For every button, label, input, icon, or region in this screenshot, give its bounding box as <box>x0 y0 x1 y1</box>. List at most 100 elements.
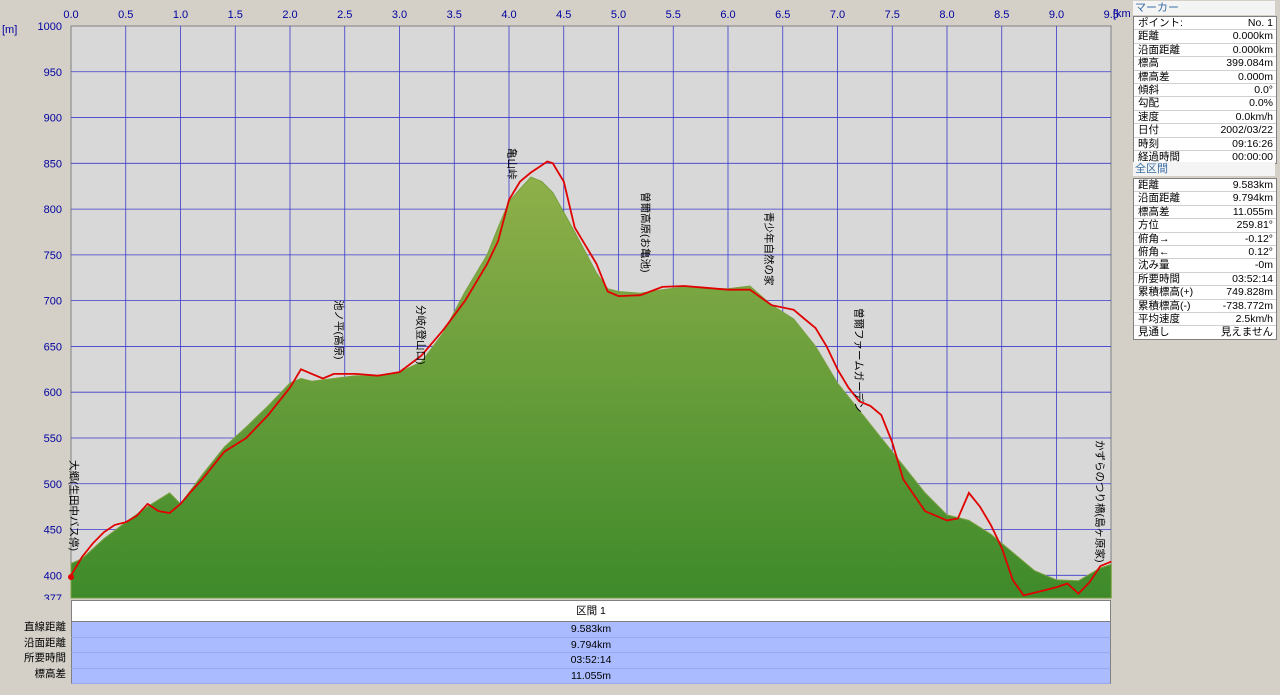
landmark-label: 分岐(登山口) <box>414 305 427 365</box>
total-label: 俯角← <box>1138 245 1170 258</box>
y-tick-label: 550 <box>44 433 62 445</box>
y-tick-label: 400 <box>44 570 62 582</box>
total-label: 累積標高(-) <box>1138 299 1191 312</box>
total-label: 沿面距離 <box>1138 192 1180 205</box>
x-tick-label: 5.0 <box>611 9 626 21</box>
total-value: 9.583km <box>1232 179 1273 191</box>
y-tick-label: 600 <box>44 387 62 399</box>
marker-row: 標高 399.084m <box>1134 57 1276 71</box>
y-tick-label: 950 <box>44 67 62 79</box>
total-row: 見通し 見えません <box>1134 326 1276 338</box>
total-value: 2.5km/h <box>1235 312 1273 325</box>
x-tick-label: 3.5 <box>447 9 462 21</box>
y-tick-label: 650 <box>44 341 62 353</box>
current-marker[interactable] <box>68 574 74 580</box>
total-value: -0m <box>1254 259 1273 272</box>
marker-row: 時刻 09:16:26 <box>1134 138 1276 151</box>
landmark-label: 曽爾高原(お亀池) <box>639 192 652 273</box>
marker-row: 勾配 0.0% <box>1134 97 1276 111</box>
section-table-labels: 直線距離 沿面距離 所要時間 標高差 <box>0 620 66 682</box>
marker-label: 標高差 <box>1138 70 1170 83</box>
marker-value: 399.084m <box>1226 57 1273 70</box>
marker-label: 距離 <box>1138 30 1159 43</box>
marker-value: 0.0km/h <box>1235 110 1273 123</box>
marker-row: 距離 0.000km <box>1134 30 1276 44</box>
landmark-label: 亀山峠 <box>505 148 518 180</box>
total-label: 沈み量 <box>1138 259 1170 272</box>
section-table-value: 11.055m <box>71 668 1111 684</box>
marker-panel-title: マーカー <box>1133 1 1275 15</box>
x-tick-label: 8.5 <box>994 9 1009 21</box>
total-value: 259.81° <box>1236 219 1273 232</box>
total-row: 俯角→ -0.12° <box>1134 233 1276 246</box>
x-tick-label: 4.5 <box>556 9 571 21</box>
y-tick-label: 450 <box>44 525 62 537</box>
y-tick-label: 1000 <box>38 21 62 33</box>
total-value: 9.794km <box>1232 192 1273 205</box>
marker-row: ポイント: No. 1 <box>1134 17 1276 31</box>
marker-label: 傾斜 <box>1138 83 1159 96</box>
marker-value: 0.000m <box>1237 70 1273 83</box>
marker-label: 速度 <box>1138 110 1159 123</box>
section-table-value: 9.583km <box>71 622 1111 638</box>
marker-value: 0.0% <box>1249 97 1273 110</box>
y-axis-ticks: 1000 950 900 850 800 750 700 650 600 550 500 450 400… <box>38 21 62 600</box>
landmark-label: 曽爾ファームガーデン <box>852 308 865 413</box>
landmark-label: 青少年自然の家 <box>763 212 776 286</box>
total-value: 見えません <box>1220 326 1273 339</box>
x-tick-label: 1.0 <box>173 9 188 21</box>
total-row: 累積標高(-) -738.772m <box>1134 300 1276 313</box>
total-row: 標高差 11.055m <box>1134 205 1276 220</box>
total-value: 749.828m <box>1226 286 1273 299</box>
total-value: 03:52:14 <box>1232 272 1273 285</box>
total-row: 方位 259.81° <box>1134 219 1276 233</box>
x-tick-label: 6.5 <box>775 9 790 21</box>
marker-value: 0.000km <box>1232 30 1273 43</box>
marker-label: 日付 <box>1138 124 1159 137</box>
elevation-profile-chart: 0.0 0.5 1.0 1.5 2.0 2.5 3.0 3.5 4.0 4.5 5.0 5.5 6.0 6… <box>2 8 1130 600</box>
x-tick-label: 8.0 <box>939 9 954 21</box>
marker-value: 09:16:26 <box>1232 137 1273 150</box>
marker-label: 勾配 <box>1138 97 1159 110</box>
y-tick-label: 377 <box>44 593 62 600</box>
marker-panel: ポイント: No. 1 距離 0.000km 沿面距離 0.000km 標高 399.084m… <box>1133 16 1277 165</box>
total-row: 平均速度 2.5km/h <box>1134 312 1276 327</box>
total-label: 標高差 <box>1138 205 1170 218</box>
marker-row: 日付 2002/03/22 <box>1134 124 1276 138</box>
route-line <box>70 160 1112 597</box>
marker-value: 2002/03/22 <box>1220 124 1273 137</box>
section-table-value: 03:52:14 <box>71 653 1111 669</box>
x-tick-label: 6.0 <box>720 9 735 21</box>
section-table-label: 所要時間 <box>24 652 66 664</box>
marker-row: 傾斜 0.0° <box>1134 83 1276 98</box>
marker-value: 0.000km <box>1232 43 1273 56</box>
marker-label: 標高 <box>1138 57 1159 70</box>
x-tick-label: 9.0 <box>1049 9 1064 21</box>
total-label: 方位 <box>1138 219 1159 232</box>
total-label: 俯角→ <box>1138 232 1170 245</box>
y-tick-label: 800 <box>44 204 62 216</box>
section-table-label: 沿面距離 <box>24 636 66 649</box>
total-panel: 距離 9.583km 沿面距離 9.794km 標高差 11.055m 方位 259.81° 俯… <box>1133 178 1277 340</box>
total-panel-title: 全区間 <box>1133 162 1275 176</box>
y-tick-label: 750 <box>44 250 62 262</box>
y-tick-label: 700 <box>44 296 62 308</box>
total-row: 所要時間 03:52:14 <box>1134 272 1276 287</box>
x-tick-label: 7.0 <box>830 9 845 21</box>
marker-label: 経過時間 <box>1138 150 1180 163</box>
total-row: 沿面距離 9.794km <box>1134 192 1276 206</box>
x-tick-label: 3.0 <box>392 9 407 21</box>
x-tick-label: 9.5 <box>1104 9 1119 21</box>
landmark-label: 大郷(生田中バス停) <box>67 460 80 551</box>
section-table-label: 標高差 <box>34 667 67 680</box>
marker-row: 経過時間 00:00:00 <box>1134 151 1276 163</box>
y-unit-label: [m] <box>2 24 17 36</box>
total-value: -0.12° <box>1244 232 1273 245</box>
total-label: 距離 <box>1138 179 1159 191</box>
y-tick-label: 500 <box>44 479 62 491</box>
y-tick-label: 850 <box>44 158 62 170</box>
section-table-header[interactable]: 区間 1 <box>71 600 1111 622</box>
landmark-label: 池ノ平(高原) <box>332 300 345 360</box>
marker-label: 時刻 <box>1138 137 1159 150</box>
